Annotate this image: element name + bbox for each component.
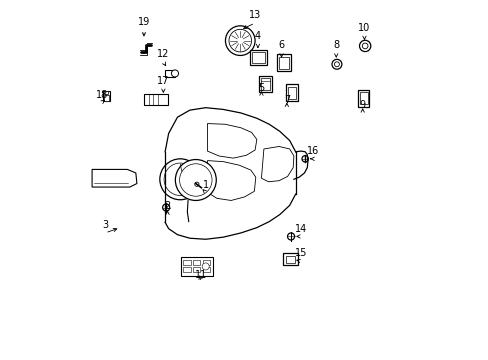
Bar xyxy=(359,92,367,104)
Circle shape xyxy=(225,26,255,55)
Bar xyxy=(102,91,109,101)
Circle shape xyxy=(359,40,370,51)
Bar xyxy=(279,57,288,69)
Text: 12: 12 xyxy=(157,49,169,59)
Text: 17: 17 xyxy=(157,76,169,86)
Bar xyxy=(285,84,298,100)
Bar xyxy=(203,267,210,273)
Circle shape xyxy=(194,182,199,186)
Circle shape xyxy=(362,43,367,49)
Text: 3: 3 xyxy=(102,220,108,230)
Bar xyxy=(252,52,264,63)
Text: 10: 10 xyxy=(358,23,370,33)
Bar xyxy=(285,256,294,263)
Bar xyxy=(287,86,296,99)
Text: 19: 19 xyxy=(138,17,150,27)
Text: 11: 11 xyxy=(195,270,207,280)
Bar xyxy=(164,69,174,77)
Bar xyxy=(103,95,108,101)
Circle shape xyxy=(179,164,212,196)
Circle shape xyxy=(302,156,308,162)
Bar xyxy=(193,260,200,265)
Text: 4: 4 xyxy=(254,31,261,41)
Bar xyxy=(261,78,270,90)
Bar xyxy=(203,260,210,265)
Text: 16: 16 xyxy=(306,146,319,156)
Circle shape xyxy=(287,233,294,240)
Bar xyxy=(181,257,212,276)
Circle shape xyxy=(175,159,216,201)
Text: 9: 9 xyxy=(359,100,365,110)
Circle shape xyxy=(334,62,339,67)
Text: 1: 1 xyxy=(202,180,208,190)
Circle shape xyxy=(331,59,341,69)
Bar xyxy=(357,90,368,107)
Bar xyxy=(183,267,190,273)
Bar xyxy=(183,260,190,265)
Circle shape xyxy=(160,159,201,200)
Text: 8: 8 xyxy=(332,40,339,50)
Polygon shape xyxy=(207,161,255,201)
Text: 15: 15 xyxy=(294,248,306,258)
Circle shape xyxy=(164,163,196,195)
Circle shape xyxy=(171,70,178,77)
Polygon shape xyxy=(92,170,137,187)
Text: 2: 2 xyxy=(164,201,170,211)
Text: 14: 14 xyxy=(294,224,306,234)
Bar xyxy=(276,54,290,71)
Bar xyxy=(250,50,266,65)
Circle shape xyxy=(202,263,209,270)
Bar xyxy=(282,253,298,265)
Bar xyxy=(193,267,200,273)
Circle shape xyxy=(228,30,251,52)
Bar xyxy=(104,91,108,94)
Text: 6: 6 xyxy=(278,40,284,50)
Text: 13: 13 xyxy=(248,10,261,20)
Bar xyxy=(143,94,167,105)
Polygon shape xyxy=(207,123,256,158)
Text: 18: 18 xyxy=(95,90,107,100)
Text: 5: 5 xyxy=(258,82,264,93)
Text: 7: 7 xyxy=(283,95,289,105)
Polygon shape xyxy=(261,147,293,182)
Circle shape xyxy=(163,204,169,211)
Bar xyxy=(259,76,271,92)
